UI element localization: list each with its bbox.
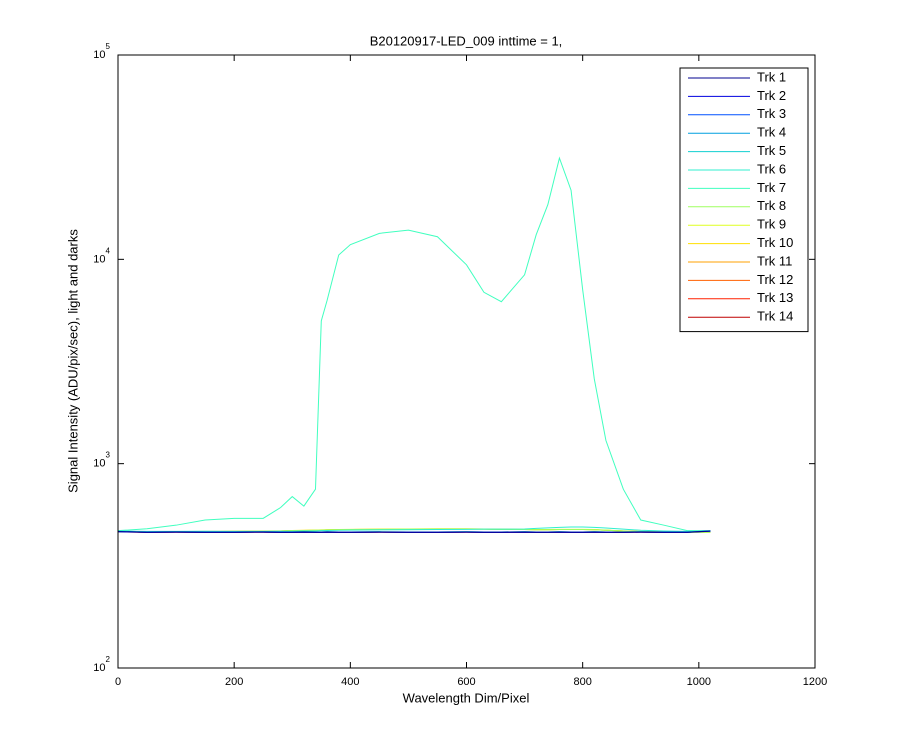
y-tick-label: 104 — [93, 246, 110, 265]
x-axis-label: Wavelength Dim/Pixel — [403, 690, 530, 705]
y-tick-exponent: 5 — [106, 42, 111, 51]
chart-title: B20120917-LED_009 inttime = 1, — [370, 33, 563, 48]
y-axis-label: Signal Intensity (ADU/pix/sec), light an… — [65, 229, 80, 493]
series-line — [117, 526, 711, 532]
x-tick-label: 800 — [573, 676, 591, 688]
legend-label: Trk 9 — [757, 217, 786, 232]
legend-label: Trk 6 — [757, 161, 786, 176]
y-tick-exponent: 3 — [106, 451, 111, 460]
series-line — [117, 156, 711, 532]
y-tick-base: 10 — [93, 253, 105, 265]
legend-label: Trk 8 — [757, 198, 786, 213]
y-tick-base: 10 — [93, 458, 105, 470]
x-tick-label: 400 — [341, 676, 359, 688]
legend-label: Trk 7 — [757, 180, 786, 195]
x-tick-label: 200 — [225, 676, 243, 688]
legend-label: Trk 5 — [757, 143, 786, 158]
y-tick-label: 105 — [93, 42, 110, 61]
x-tick-label: 0 — [115, 676, 121, 688]
x-tick-label: 1000 — [687, 676, 711, 688]
y-tick-base: 10 — [93, 662, 105, 674]
x-tick-label: 600 — [457, 676, 475, 688]
legend-label: Trk 4 — [757, 125, 786, 140]
y-tick-label: 103 — [93, 451, 110, 470]
legend-label: Trk 11 — [757, 253, 792, 268]
legend-label: Trk 12 — [757, 272, 793, 287]
legend-label: Trk 10 — [757, 235, 793, 250]
legend-label: Trk 1 — [757, 69, 786, 84]
legend-label: Trk 14 — [757, 309, 793, 324]
series-line — [117, 530, 711, 533]
legend-label: Trk 2 — [757, 88, 786, 103]
legend-label: Trk 3 — [757, 106, 786, 121]
legend-label: Trk 13 — [757, 290, 793, 305]
y-tick-base: 10 — [93, 49, 105, 61]
legend-box — [679, 67, 809, 333]
x-tick-label: 1200 — [803, 676, 827, 688]
y-tick-label: 102 — [93, 655, 110, 674]
y-tick-exponent: 4 — [106, 246, 111, 255]
y-tick-exponent: 2 — [106, 655, 111, 664]
